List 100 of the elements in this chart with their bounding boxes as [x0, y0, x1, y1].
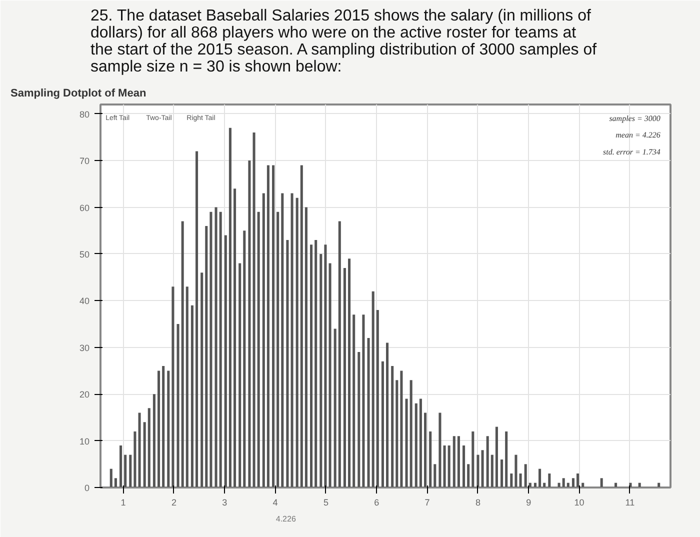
bar — [548, 473, 551, 488]
bar — [486, 436, 489, 488]
bar — [600, 478, 603, 488]
bar — [472, 431, 474, 488]
bar — [514, 454, 518, 488]
bar — [424, 412, 427, 488]
x-tick-label: 4 — [272, 498, 278, 508]
x-tick-label: 6 — [374, 498, 380, 508]
bar — [414, 403, 418, 488]
bar — [376, 310, 379, 488]
bar — [500, 459, 504, 488]
bar — [167, 370, 170, 488]
bar — [438, 412, 442, 488]
bar — [266, 165, 270, 488]
y-tick-label: 30 — [79, 342, 90, 353]
bar — [490, 454, 494, 488]
bar — [367, 338, 370, 488]
bar — [205, 226, 208, 488]
x-tick-label: 7 — [424, 498, 430, 508]
bar — [248, 160, 251, 488]
bar — [114, 478, 117, 488]
bar — [214, 207, 218, 488]
bar — [190, 305, 194, 488]
bar — [196, 151, 198, 488]
bar — [290, 193, 294, 488]
y-tick-label: 40 — [79, 296, 90, 306]
bar — [348, 258, 351, 488]
bar — [419, 398, 422, 488]
bar — [476, 454, 480, 488]
x-tick-label: 2 — [171, 498, 176, 508]
bar — [134, 431, 136, 488]
bar — [381, 361, 384, 488]
annotation: mean = 4.226 — [616, 130, 660, 140]
bar — [358, 352, 360, 488]
x-tick-label: 10 — [574, 498, 584, 508]
bar — [334, 328, 336, 488]
bar — [243, 230, 246, 488]
bar — [562, 478, 565, 488]
x-tick-label: 3 — [222, 498, 228, 508]
bar — [124, 454, 127, 488]
text: 4.226 — [276, 514, 296, 524]
bar — [286, 240, 289, 488]
x-tick-label: 9 — [526, 498, 532, 508]
bar — [181, 221, 184, 488]
bar — [386, 342, 389, 488]
bar — [257, 212, 260, 488]
bar — [304, 207, 308, 488]
bar — [343, 268, 346, 488]
bar — [200, 272, 204, 488]
bar — [234, 188, 236, 488]
x-tick-label: 11 — [625, 498, 635, 508]
bar — [172, 286, 174, 488]
bar — [538, 468, 542, 488]
y-tick-label: 80 — [79, 109, 90, 120]
bar — [328, 263, 332, 488]
bar — [296, 198, 298, 488]
y-tick-label: 60 — [79, 202, 90, 213]
bar — [524, 464, 527, 488]
bar — [462, 445, 466, 488]
bar — [434, 464, 436, 488]
chart-title: 25. The dataset Baseball Salaries 2015 shows the salary (in millions of dollars) for all 868 players who were on the active roster for teams at the start of the 2015 season. A sampling distribution of 3000 samples of sample size n = 30 is shown below: — [90, 8, 598, 76]
bar — [467, 464, 470, 488]
bar — [224, 235, 227, 488]
bar — [400, 370, 403, 488]
bar — [495, 426, 498, 488]
bar — [176, 324, 180, 488]
bar — [210, 212, 212, 488]
y-tick-label: 70 — [79, 156, 90, 166]
bar — [362, 314, 365, 488]
bar — [505, 431, 508, 488]
bar — [443, 445, 446, 488]
bar — [338, 221, 341, 488]
bar — [219, 212, 222, 488]
bar — [228, 128, 232, 488]
bar — [152, 394, 156, 488]
bar — [576, 473, 580, 488]
bar — [276, 212, 280, 488]
bar — [481, 450, 484, 488]
y-tick-label: 50 — [79, 249, 90, 260]
bar — [129, 454, 132, 488]
bar — [448, 445, 450, 488]
bar — [352, 314, 356, 488]
bar — [320, 254, 322, 488]
x-tick-label: 8 — [475, 498, 480, 508]
bar — [405, 398, 408, 488]
bar — [429, 431, 432, 488]
bar — [391, 366, 394, 488]
bar — [452, 436, 456, 488]
bar — [572, 478, 574, 488]
bar — [519, 473, 522, 488]
x-tick-label: 1 — [120, 498, 126, 508]
bar — [396, 380, 398, 488]
bar — [262, 193, 265, 488]
bar — [372, 291, 374, 488]
bar — [310, 244, 313, 488]
bar — [158, 370, 160, 488]
chart-subtitle: Sampling Dotplot of Mean — [10, 88, 146, 100]
bar — [238, 263, 242, 488]
bar — [186, 286, 188, 488]
y-tick-label: 10 — [79, 436, 90, 446]
